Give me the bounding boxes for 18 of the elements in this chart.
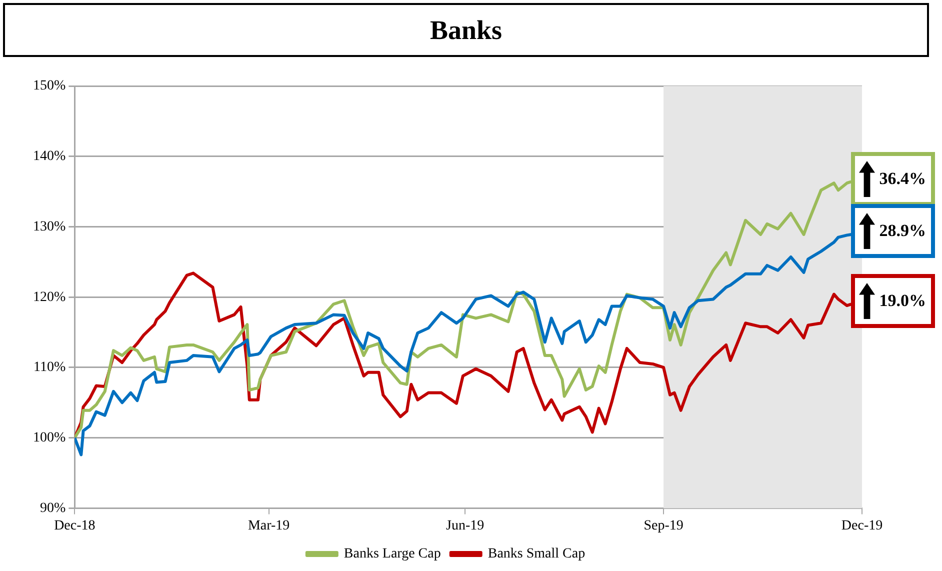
y-tick-label: 100% [32, 430, 66, 446]
x-tick-label: Dec-19 [841, 518, 883, 534]
annotation: 28.9% [879, 221, 926, 242]
y-tick-label: 140% [32, 149, 66, 164]
chart-title: Banks [3, 3, 929, 57]
y-tick-label: 120% [32, 290, 66, 305]
legend-label: Banks Large Cap [344, 546, 441, 562]
x-tick-label: Mar-19 [248, 518, 290, 534]
x-tick-label: Sep-19 [644, 518, 684, 534]
y-tick-label: 110% [34, 360, 66, 376]
y-tick-label: 130% [32, 219, 66, 234]
annotation: 19.0% [879, 291, 926, 312]
x-tick-label: Dec-18 [54, 518, 96, 534]
x-tick-label: Jun-19 [446, 518, 484, 534]
legend-label: Banks Small Cap [488, 546, 586, 562]
y-tick-label: 90% [40, 500, 66, 516]
y-tick-label: 150% [32, 78, 66, 94]
annotation: 36.4% [879, 168, 926, 189]
